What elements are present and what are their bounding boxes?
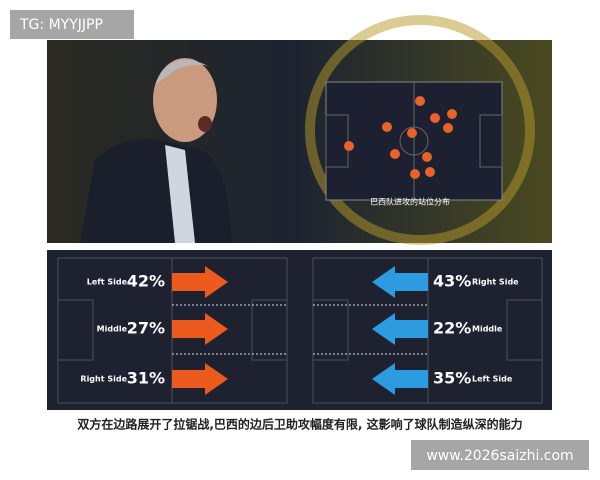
site-watermark-box bbox=[411, 440, 589, 470]
site-watermark: www.2026saizhi.com bbox=[426, 448, 573, 464]
row-dividers bbox=[172, 304, 428, 355]
percent: 27% bbox=[127, 319, 165, 338]
coach-mouth bbox=[198, 116, 212, 132]
orange-arrow bbox=[172, 266, 228, 298]
percent: 31% bbox=[127, 369, 165, 388]
photo-caption: 巴西队进攻的站位分布 bbox=[370, 197, 450, 207]
orange-arrow bbox=[172, 363, 228, 395]
watermark-box bbox=[10, 10, 134, 39]
coach-suit bbox=[80, 139, 232, 243]
side-label: Right Side bbox=[80, 375, 127, 384]
blue-arrow bbox=[372, 313, 428, 345]
stats-panel bbox=[47, 250, 552, 410]
blue-arrow bbox=[372, 363, 428, 395]
side-label: Left Side bbox=[472, 375, 513, 384]
coach-hair bbox=[155, 59, 212, 85]
side-label: Middle bbox=[97, 325, 128, 334]
orange-arrow bbox=[172, 313, 228, 345]
caption: 双方在边路展开了拉锯战,巴西的边后卫助攻幅度有限, 这影响了球队制造纵深的能力 bbox=[77, 417, 522, 432]
percent: 43% bbox=[433, 272, 471, 291]
percent: 42% bbox=[127, 272, 165, 291]
mini-pitch bbox=[325, 81, 503, 201]
side-label: Middle bbox=[472, 325, 503, 334]
crest-shape bbox=[305, 15, 535, 245]
side-label: Right Side bbox=[472, 278, 519, 287]
coach-shirt bbox=[165, 145, 195, 243]
side-label: Left Side bbox=[87, 278, 128, 287]
percent: 22% bbox=[433, 319, 471, 338]
watermark: TG: MYYJJPP bbox=[19, 17, 103, 33]
percent: 35% bbox=[433, 369, 471, 388]
blue-arrow bbox=[372, 266, 428, 298]
